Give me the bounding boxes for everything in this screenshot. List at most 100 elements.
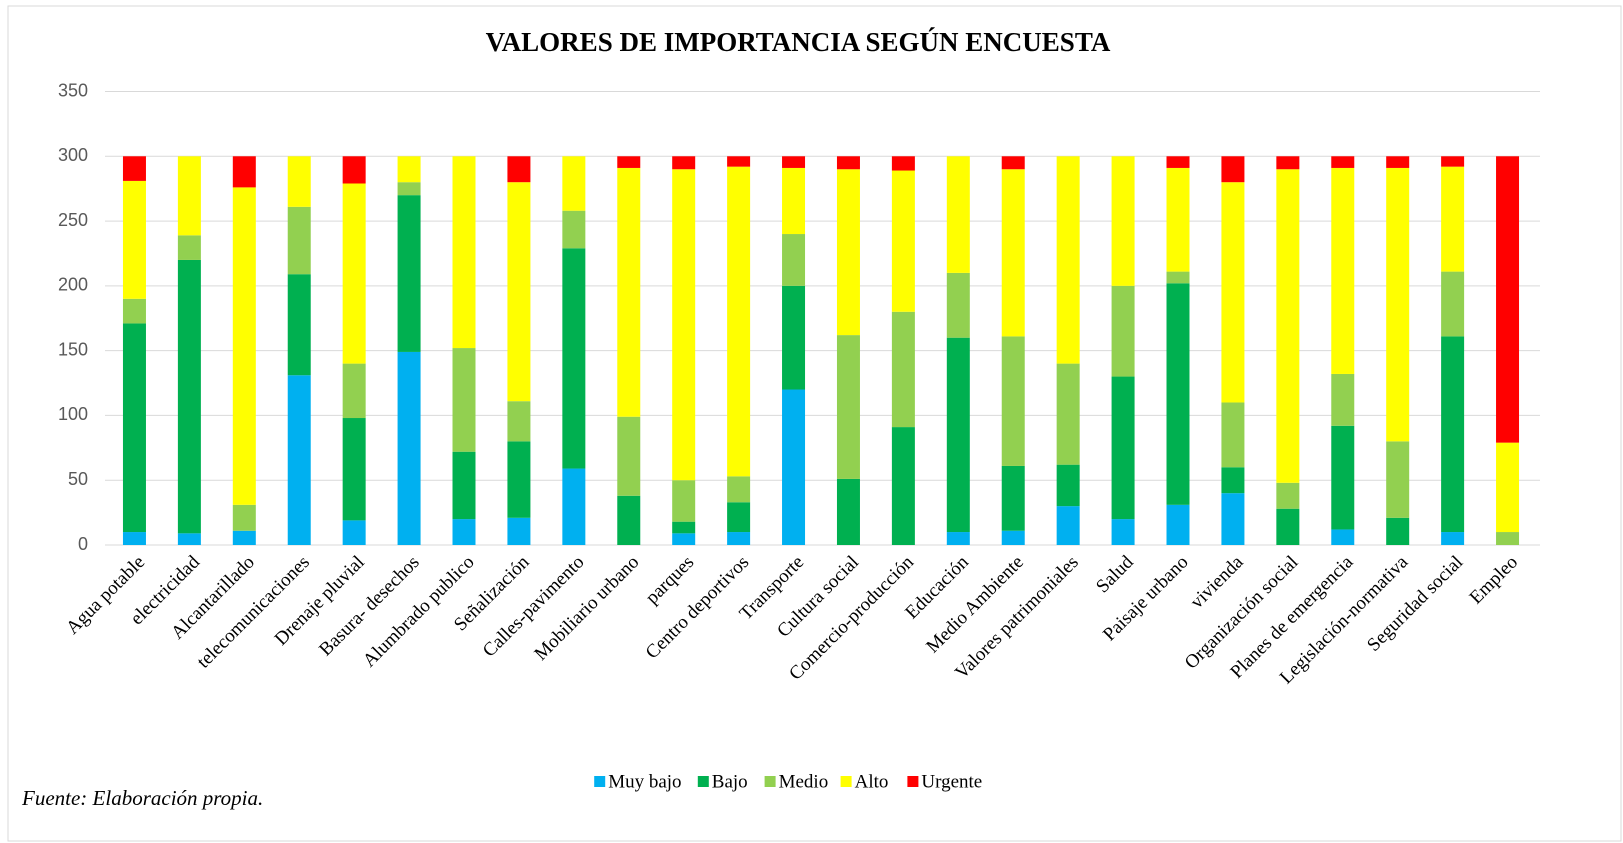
bar-segment (782, 389, 806, 545)
bar-segment (836, 169, 860, 336)
bar-segment (507, 441, 531, 518)
bar-segment (122, 156, 146, 181)
y-tick-label: 150 (58, 339, 88, 359)
bar-segment (562, 156, 586, 211)
bar-segment (1166, 504, 1190, 545)
bar-segment (1221, 402, 1245, 468)
bar-segment (946, 532, 970, 545)
bar-segment (1386, 441, 1410, 518)
bar-segment (1111, 519, 1135, 545)
bar-segment (1386, 517, 1410, 545)
bar-segment (617, 495, 641, 545)
x-tick-label: Calles-pavimento (479, 552, 589, 662)
bar-segment (782, 156, 806, 168)
legend-swatch (697, 776, 709, 787)
bar-segment (891, 156, 915, 171)
bar-segment (782, 167, 806, 235)
bar-segment (672, 521, 696, 534)
x-tick-label: Empleo (1466, 552, 1523, 609)
bar-segment (1386, 156, 1410, 168)
legend-swatch (907, 776, 919, 787)
chart-title: VALORES DE IMPORTANCIA SEGÚN ENCUESTA (486, 27, 1111, 57)
bar-segment (1221, 467, 1245, 494)
bar-segment (727, 166, 751, 477)
x-tick-label: Salud (1092, 551, 1138, 597)
legend-swatch (840, 776, 852, 787)
legend-label: Urgente (921, 771, 982, 792)
bar-segment (1056, 506, 1080, 545)
bar-segment (1221, 493, 1245, 545)
bar-segment (1001, 336, 1025, 466)
bar-segment (1331, 167, 1355, 374)
bar-segment (1441, 336, 1465, 533)
bar-segment (1056, 363, 1080, 465)
bar-segment (946, 272, 970, 338)
bar-segment (727, 156, 751, 167)
bar-segment (1166, 156, 1190, 168)
y-tick-label: 100 (58, 404, 88, 424)
bar-segment (891, 170, 915, 312)
bar-segment (1276, 169, 1300, 483)
bar-segment (287, 375, 311, 545)
x-tick-label: Mobiliario urbano (530, 552, 643, 665)
legend-label: Bajo (712, 771, 748, 792)
bar-segment (1496, 442, 1520, 533)
bar-segment (1496, 532, 1520, 545)
bar-segment (562, 210, 586, 249)
legend-label: Alto (855, 771, 889, 792)
bar-segment (1276, 156, 1300, 170)
bar-segment (1166, 283, 1190, 505)
bar-segment (177, 156, 201, 236)
bar-segment (1221, 156, 1245, 183)
bar-segment (727, 532, 751, 545)
bar-segment (287, 274, 311, 376)
y-tick-label: 200 (58, 275, 88, 295)
bar-segment (1001, 530, 1025, 545)
bar-segment (342, 156, 366, 184)
bar-segment (1001, 169, 1025, 337)
bar-segment (1166, 271, 1190, 284)
bar-segment (507, 156, 531, 183)
bar-segment (946, 337, 970, 533)
bar-segment (782, 285, 806, 390)
bar-segment (232, 187, 256, 505)
bar-segment (122, 323, 146, 533)
legend-swatch (594, 776, 606, 787)
x-tick-label: Agua potable (62, 552, 149, 639)
y-tick-label: 50 (68, 469, 88, 489)
bar-segment (452, 156, 476, 349)
bar-segment (1441, 271, 1465, 337)
y-tick-label: 0 (78, 534, 88, 554)
bar-segment (397, 156, 421, 183)
y-tick-label: 250 (58, 210, 88, 230)
bar-segment (617, 167, 641, 417)
bar-segment (782, 234, 806, 286)
bar-segment (1276, 508, 1300, 545)
bar-segment (836, 478, 860, 545)
bar-segment (562, 248, 586, 469)
bar-segment (232, 156, 256, 188)
bar-segment (122, 298, 146, 324)
bar-segment (1166, 167, 1190, 272)
bar-segment (836, 335, 860, 479)
x-tick-label: Seguridad social (1363, 552, 1467, 656)
bar-segment (891, 311, 915, 428)
bar-segment (672, 169, 696, 481)
source-note: Fuente: Elaboración propia. (21, 786, 263, 810)
bar-segment (177, 259, 201, 534)
legend-label: Muy bajo (608, 771, 681, 792)
bar-segment (342, 183, 366, 364)
bar-segment (232, 530, 256, 545)
bar-segment (672, 533, 696, 545)
bar-segment (1111, 376, 1135, 520)
bar-segment (672, 480, 696, 522)
bar-segment (1056, 464, 1080, 507)
bar-segment (397, 195, 421, 352)
y-tick-label: 350 (58, 80, 88, 100)
bar-segment (287, 206, 311, 275)
bar-segment (617, 156, 641, 168)
bar-segment (1331, 425, 1355, 530)
bar-segment (452, 348, 476, 452)
